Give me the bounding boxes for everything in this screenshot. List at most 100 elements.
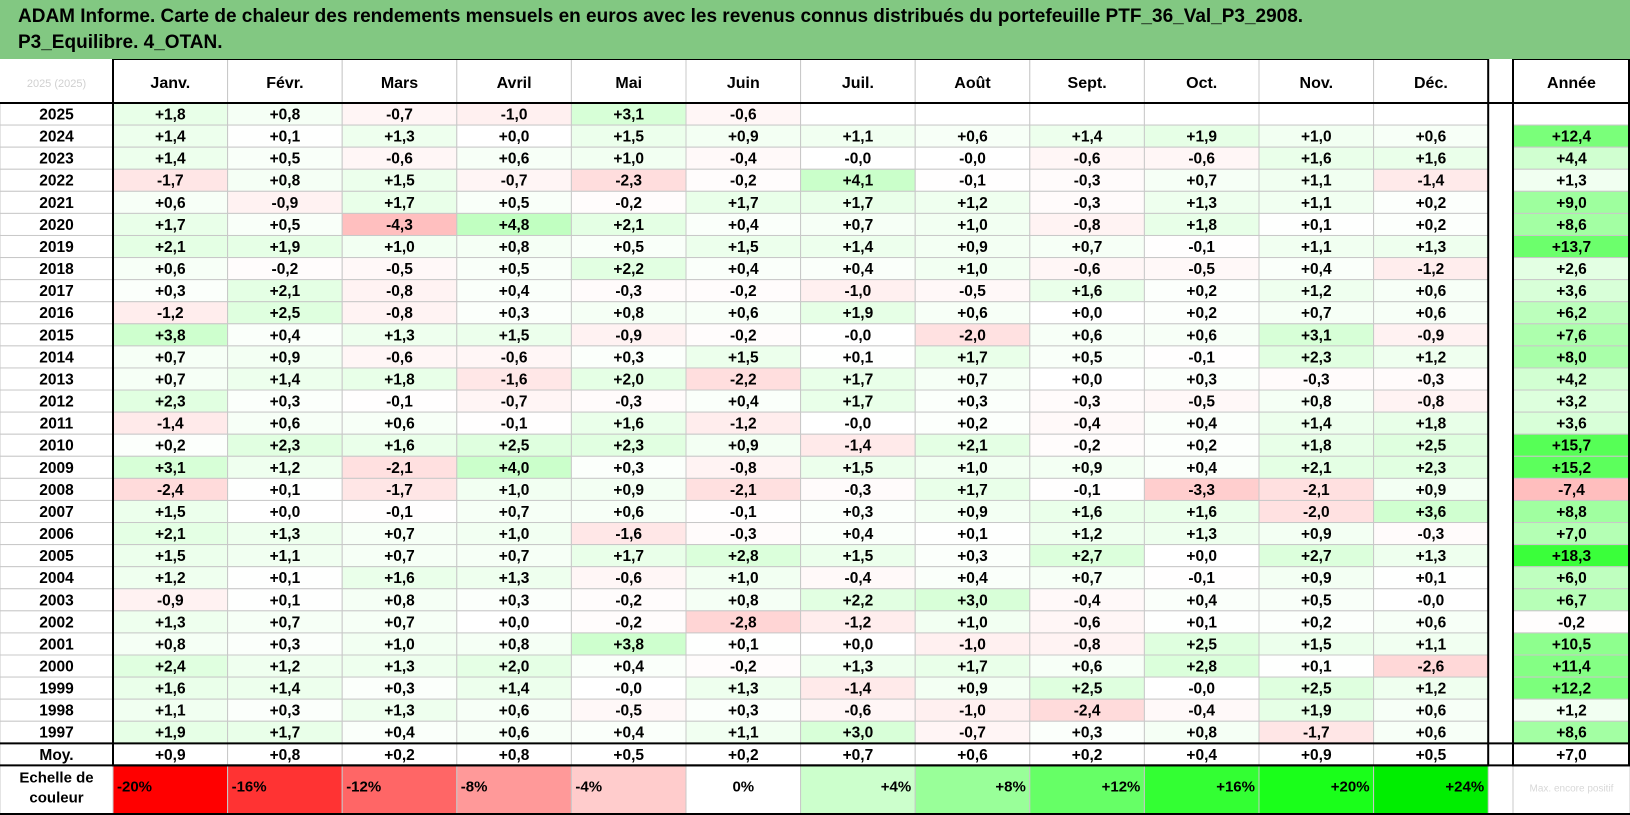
heatmap-cell-label: +0,1 <box>1186 614 1217 631</box>
heatmap-cell-label: +0,7 <box>384 548 415 565</box>
heatmap-cell-label: +1,8 <box>384 371 415 388</box>
heatmap-cell-label: +1,1 <box>728 725 759 742</box>
heatmap-cell-label: +0,4 <box>1186 460 1217 477</box>
heatmap-cell-label: -1,4 <box>157 416 184 433</box>
heatmap-cell-label: +3,8 <box>155 327 186 344</box>
heatmap-cell-label: +0,3 <box>957 548 988 565</box>
year-label: 2023 <box>39 151 74 168</box>
heatmap-cell-label: +1,5 <box>728 349 759 366</box>
heatmap-cell-label: +0,4 <box>613 725 644 742</box>
heatmap-cell-label: +1,4 <box>1301 416 1332 433</box>
heatmap-cell-label: +3,1 <box>1301 327 1332 344</box>
heatmap-cell-label: -1,6 <box>615 526 642 543</box>
heatmap-cell-label: -1,2 <box>157 305 184 322</box>
heatmap-chart: 2025 (2025) Janv. Févr. Mars Avril Mai Juin Jui… <box>0 59 1630 815</box>
heatmap-cell <box>800 102 916 126</box>
heatmap-cell-label: +1,7 <box>613 548 644 565</box>
heatmap-cell-label: +0,6 <box>499 151 530 168</box>
heatmap-cell-label: -0,9 <box>1418 327 1445 344</box>
heatmap-cell-label: +1,1 <box>843 129 874 146</box>
scale-swatch-label: +24% <box>1445 778 1484 795</box>
heatmap-cell-label: -0,3 <box>730 526 757 543</box>
heatmap-cell-label: +0,7 <box>384 614 415 631</box>
heatmap-cell-label: +2,1 <box>155 239 186 256</box>
heatmap-cell-label: +0,3 <box>1072 725 1103 742</box>
scale-swatch-label: -8% <box>461 778 488 795</box>
heatmap-cell-label: +0,9 <box>728 129 759 146</box>
heatmap-cell-label: +0,9 <box>957 681 988 698</box>
heatmap-cell-label: +0,8 <box>384 592 415 609</box>
heatmap-cell-label: -0,5 <box>959 283 986 300</box>
heatmap-cell-label: +1,8 <box>1416 416 1447 433</box>
heatmap-cell-label: +0,0 <box>1186 548 1217 565</box>
average-value: +0,9 <box>1301 747 1332 764</box>
heatmap-cell-label: -0,7 <box>501 394 528 411</box>
heatmap-cell-label: +0,6 <box>728 305 759 322</box>
month-header-cell <box>227 59 343 104</box>
scale-swatch <box>914 764 1031 815</box>
year-label: 1998 <box>39 703 74 720</box>
heatmap-cell-label: +1,8 <box>155 107 186 124</box>
heatmap-cell-label: +2,3 <box>1416 460 1447 477</box>
heatmap-cell-label: +0,1 <box>270 129 301 146</box>
heatmap-cell-label: +2,0 <box>499 659 530 676</box>
heatmap-cell-label: +0,0 <box>270 504 301 521</box>
heatmap-cell-label: +0,7 <box>1072 570 1103 587</box>
heatmap-cell-label: +1,3 <box>1186 195 1217 212</box>
heatmap-cell-label: +1,4 <box>843 239 874 256</box>
year-label: 2002 <box>39 614 73 631</box>
scale-swatch <box>112 764 229 815</box>
heatmap-cell-label: -0,6 <box>386 349 413 366</box>
heatmap-cell-label: -0,9 <box>615 327 642 344</box>
scale-swatch-label: -12% <box>346 778 381 795</box>
year-label: 2020 <box>39 217 73 234</box>
average-value: +0,5 <box>613 747 644 764</box>
heatmap-cell-label: -0,2 <box>615 195 642 212</box>
heatmap-cell-label: -1,4 <box>1418 173 1445 190</box>
heatmap-cell-label: +1,6 <box>613 416 644 433</box>
heatmap-cell-label: +0,4 <box>1186 592 1217 609</box>
year-total-label: +6,2 <box>1556 305 1587 322</box>
heatmap-cell-label: +2,1 <box>1301 460 1332 477</box>
heatmap-cell-label: -0,0 <box>1188 681 1215 698</box>
heatmap-cell-label: +0,3 <box>499 305 530 322</box>
heatmap-cell-label: +2,0 <box>613 371 644 388</box>
year-label: 2019 <box>39 239 74 256</box>
heatmap-cell-label: -1,7 <box>386 482 413 499</box>
heatmap-cell-label: +2,4 <box>155 659 186 676</box>
heatmap-cell-label: +0,1 <box>270 592 301 609</box>
heatmap-cell-label: +0,2 <box>155 438 186 455</box>
heatmap-cell-label: +0,1 <box>1416 570 1447 587</box>
year-total-label: +8,6 <box>1556 725 1587 742</box>
heatmap-cell-label: +1,3 <box>384 659 415 676</box>
heatmap-cell-label: +1,9 <box>843 305 874 322</box>
heatmap-cell-label: +0,5 <box>270 217 301 234</box>
heatmap-cell-label: +1,3 <box>155 614 186 631</box>
average-label: Moy. <box>39 747 73 764</box>
heatmap-cell-label: -0,6 <box>845 703 872 720</box>
heatmap-cell-label: +0,0 <box>843 636 874 653</box>
heatmap-cell-label: -0,3 <box>1074 195 1101 212</box>
heatmap-cell-label: +1,1 <box>1301 195 1332 212</box>
heatmap-cell-label: +1,4 <box>1072 129 1103 146</box>
heatmap-cell-label: -1,6 <box>501 371 528 388</box>
heatmap-cell-label: +0,8 <box>728 592 759 609</box>
heatmap-cell-label: +1,7 <box>957 482 988 499</box>
heatmap-cell-label: +0,1 <box>728 636 759 653</box>
heatmap-cell-label: +2,7 <box>1072 548 1103 565</box>
heatmap-cell-label: +0,6 <box>613 504 644 521</box>
heatmap-cell-label: +0,7 <box>155 349 186 366</box>
heatmap-cell-label: -1,7 <box>157 173 184 190</box>
scale-swatch <box>456 764 572 815</box>
heatmap-cell-label: -2,4 <box>157 482 184 499</box>
heatmap-cell-label: -0,6 <box>1074 261 1101 278</box>
year-label: 2021 <box>39 195 74 212</box>
heatmap-cell-label: +0,2 <box>1186 438 1217 455</box>
scale-label-line1: Echelle de <box>19 769 93 786</box>
title-line-2: P3_Equilibre. 4_OTAN. <box>18 32 223 53</box>
month-header: Avril <box>497 75 532 92</box>
heatmap-cell-label: +0,4 <box>613 659 644 676</box>
average-value: +0,5 <box>1416 747 1447 764</box>
heatmap-cell-label: +0,7 <box>843 217 874 234</box>
heatmap-cell-label: -0,3 <box>615 283 642 300</box>
